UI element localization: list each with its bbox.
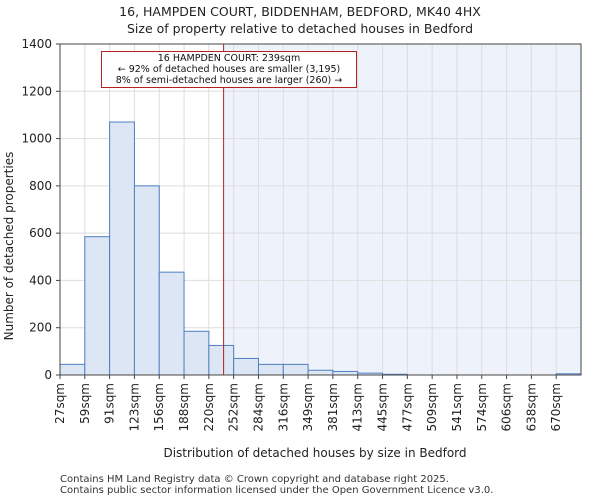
y-tick-label: 400 [29,273,52,287]
x-tick-label: 27sqm [53,383,67,424]
y-tick-label: 200 [29,321,52,335]
x-tick-label: 606sqm [500,383,514,431]
x-ticks: 27sqm 59sqm 91sqm 123sqm 156sqm 188sqm 220sqm 2… [53,375,563,431]
footer-line1: Contains HM Land Registry data © Crown c… [60,474,449,485]
x-tick-label: 156sqm [152,383,166,431]
y-tick-label: 1200 [21,84,52,98]
x-tick-label: 252sqm [227,383,241,431]
bars-group [59,121,582,376]
x-tick-label: 445sqm [376,383,390,431]
y-tick-label: 1400 [21,37,52,51]
annotation-line2: ← 92% of detached houses are smaller (3,… [117,64,341,75]
highlight-region [223,44,581,375]
bar-252sqm [233,357,259,376]
x-tick-label: 509sqm [425,383,439,431]
x-tick-label: 316sqm [276,383,290,431]
chart-title-line2: Size of property relative to detached ho… [126,21,473,36]
y-tick-label: 800 [29,179,52,193]
x-tick-label: 220sqm [202,383,216,431]
plot-frame [59,43,582,376]
x-tick-label: 638sqm [524,383,538,431]
bar-381sqm [332,370,359,376]
x-tick-label: 574sqm [475,383,489,431]
axes-group [59,43,582,376]
y-ticks: 0 200 400 600 800 1000 1200 1400 [21,37,60,382]
x-tick-label: 477sqm [400,383,414,431]
x-tick-label: 284sqm [251,383,265,431]
annotation-line1: 16 HAMPDEN COURT: 239sqm [157,53,301,64]
x-tick-label: 188sqm [177,383,191,431]
y-tick-label: 600 [29,226,52,240]
footer-line2: Contains public sector information licen… [60,485,494,496]
bar-220sqm [208,344,235,376]
x-axis-label: Distribution of detached houses by size … [163,446,466,460]
x-tick-label: 381sqm [326,383,340,431]
bar-349sqm [307,369,334,376]
y-axis-label: Number of detached properties [2,152,16,341]
bar-188sqm [183,330,210,376]
chart-title-line1: 16, HAMPDEN COURT, BIDDENHAM, BEDFORD, M… [119,4,481,19]
x-tick-label: 349sqm [301,383,315,431]
bar-91sqm [109,121,135,376]
y-tick-label: 0 [44,368,52,382]
bar-316sqm [282,363,309,376]
annotation-box: 16 HAMPDEN COURT: 239sqm ← 92% of detach… [101,51,357,88]
x-tick-label: 123sqm [127,383,141,431]
annotation-line3: 8% of semi-detached houses are larger (2… [115,75,343,86]
highlight-area [223,44,581,375]
x-tick-label: 413sqm [351,383,365,431]
x-tick-label: 670sqm [549,383,563,431]
bar-123sqm [133,185,160,376]
y-tick-label: 1000 [21,132,52,146]
bar-156sqm [158,271,185,376]
bar-284sqm [257,363,284,376]
x-tick-label: 91sqm [103,383,117,424]
bar-27sqm [59,363,86,376]
x-tick-label: 541sqm [450,383,464,431]
bar-59sqm [84,236,111,376]
x-tick-label: 59sqm [78,383,92,424]
